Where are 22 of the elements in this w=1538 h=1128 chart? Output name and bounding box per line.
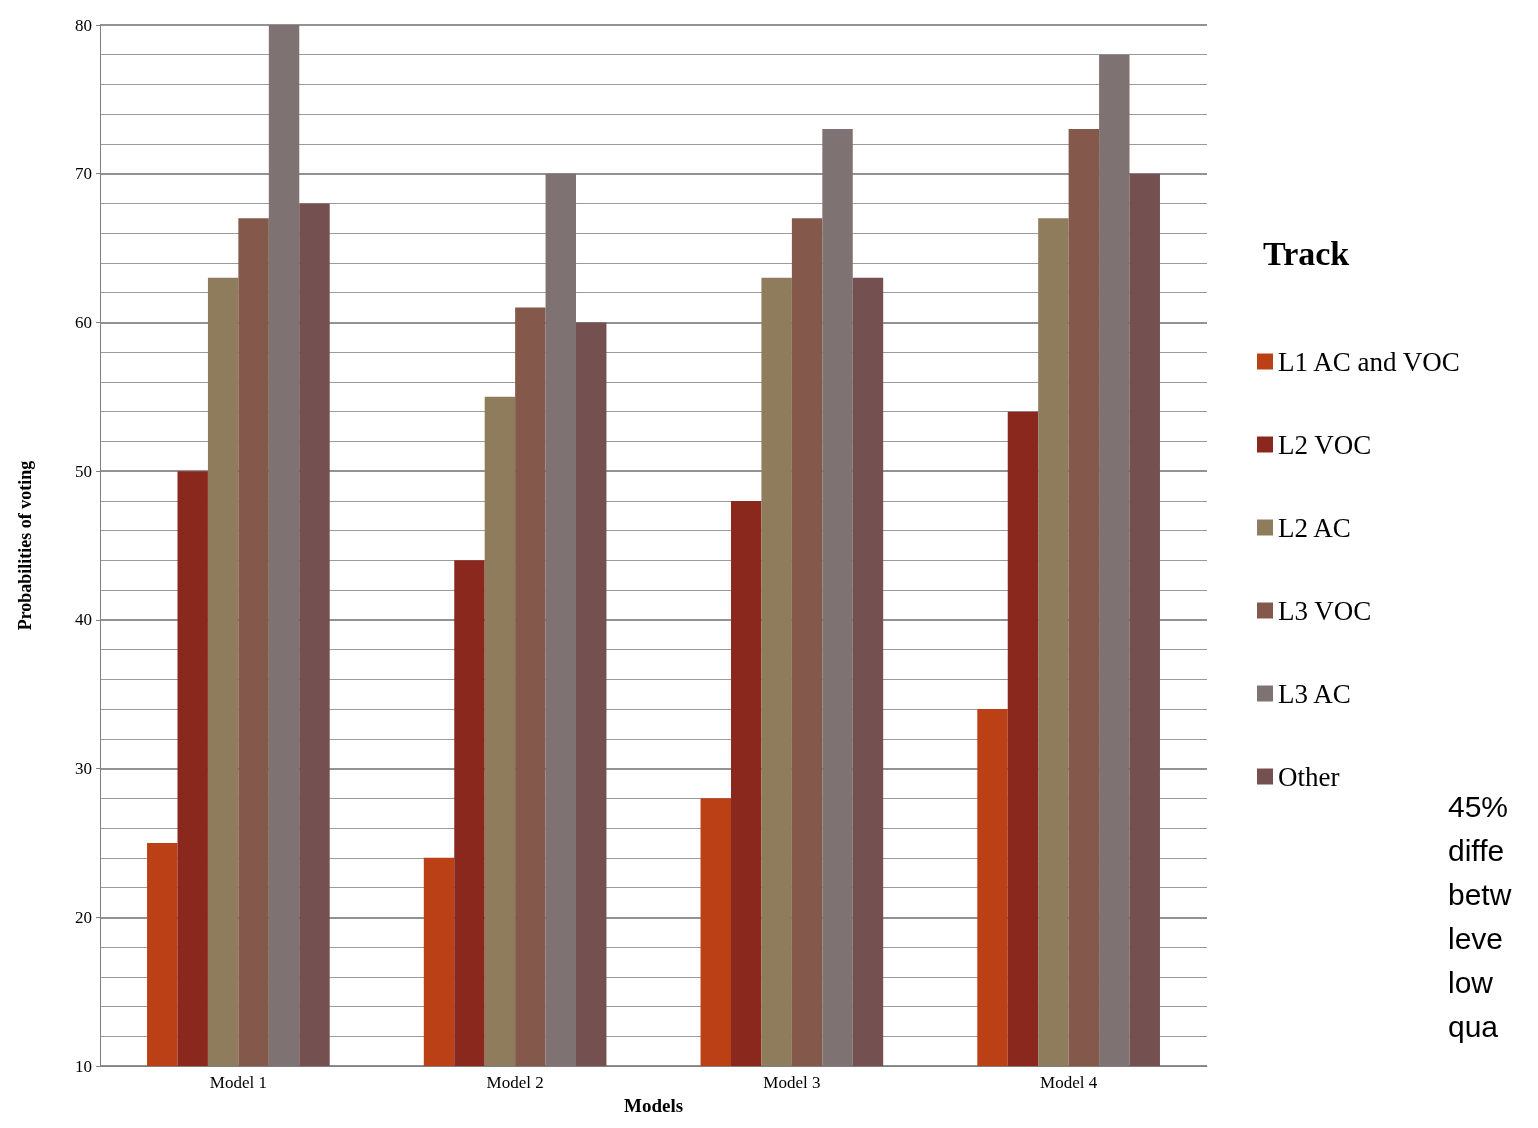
y-tick-label: 20: [75, 907, 92, 927]
x-axis-title: Models: [623, 1095, 684, 1116]
legend-label: L2 AC: [1278, 512, 1351, 543]
legend-label: Other: [1278, 761, 1340, 792]
legend-label: L2 VOC: [1278, 429, 1372, 460]
y-tick-label: 50: [75, 461, 92, 481]
y-tick-label: 40: [75, 610, 92, 630]
y-tick-label: 30: [75, 759, 92, 779]
y-axis-title: Probabilities of voting: [15, 460, 35, 631]
y-tick-label: 80: [75, 15, 92, 35]
legend-title: Track: [1263, 234, 1350, 272]
x-tick-label: Model 4: [1040, 1073, 1098, 1092]
y-tick-label: 10: [75, 1056, 92, 1076]
x-tick-label: Model 2: [486, 1073, 544, 1092]
x-tick-label: Model 1: [209, 1073, 267, 1092]
legend-label: L1 AC and VOC: [1278, 346, 1460, 377]
y-tick-label: 60: [75, 312, 92, 332]
x-tick-label: Model 3: [763, 1073, 821, 1092]
legend-label: L3 AC: [1278, 678, 1351, 709]
text: 45% diffe betw leve low qua: [1448, 789, 1512, 1043]
legend-label: L3 VOC: [1278, 595, 1372, 626]
y-tick-label: 70: [75, 164, 92, 184]
